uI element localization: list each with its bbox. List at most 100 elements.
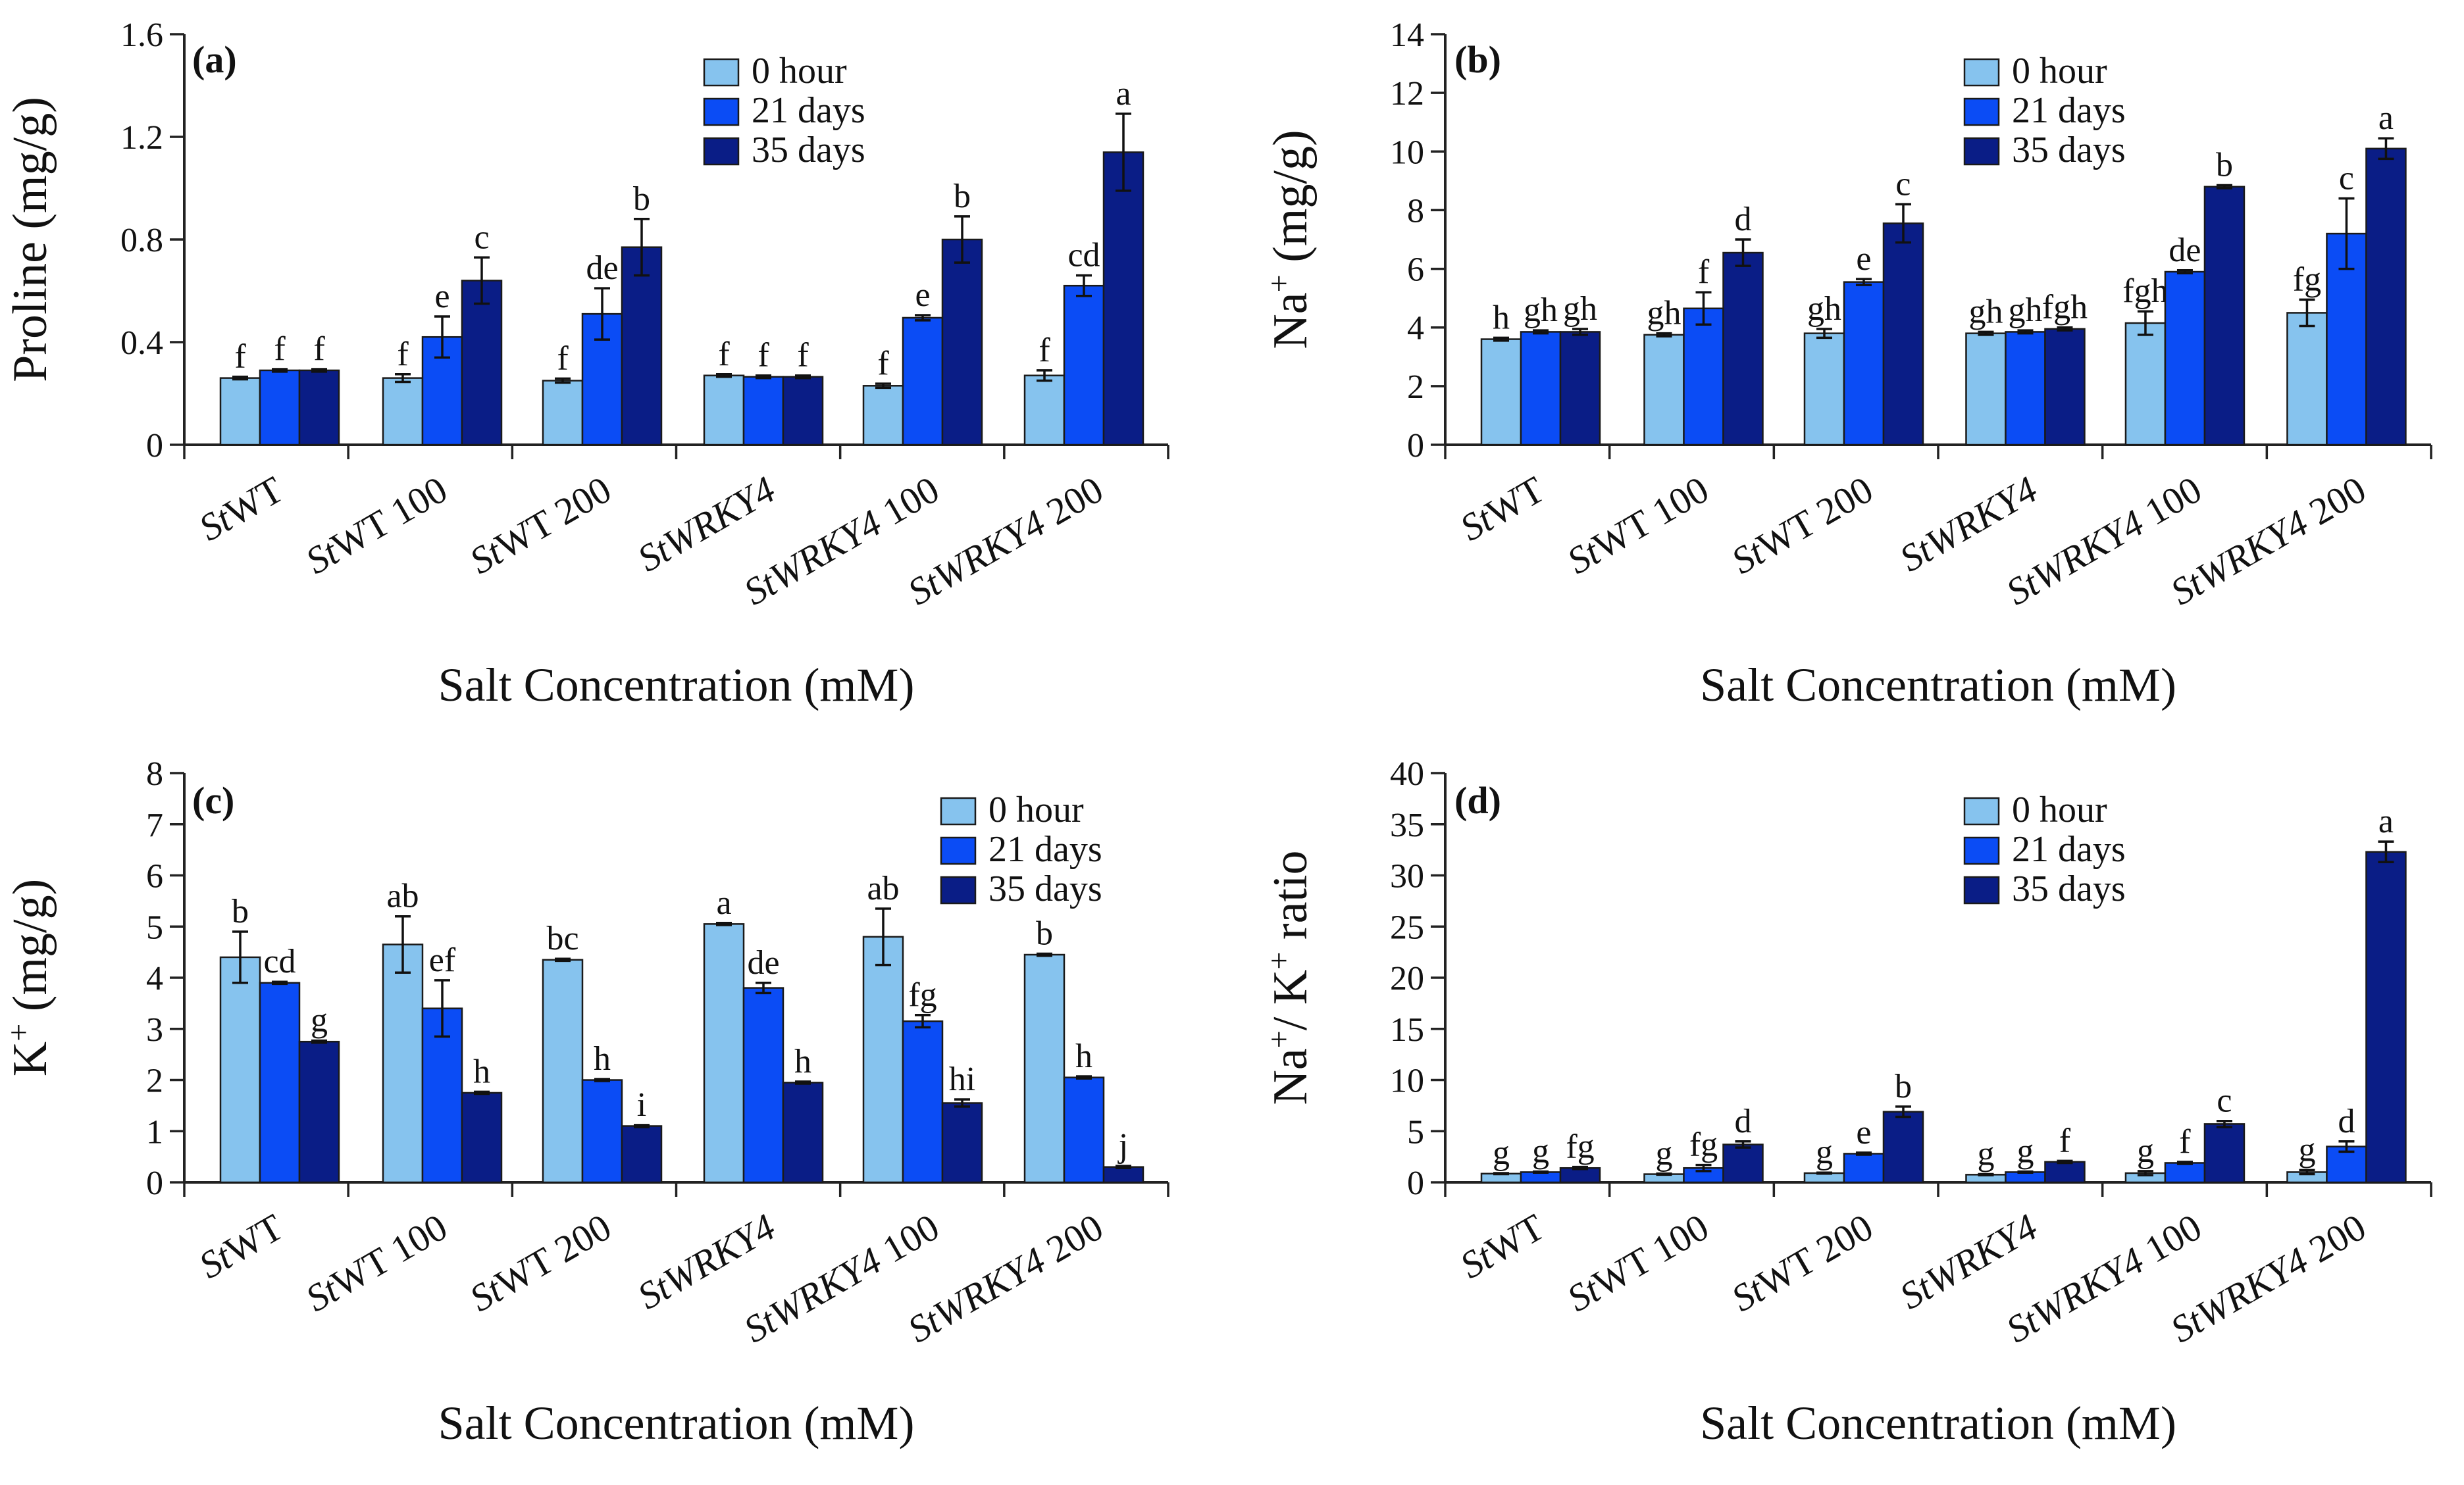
bar bbox=[2164, 1162, 2206, 1184]
significance-label: g bbox=[2137, 1132, 2154, 1170]
significance-label: de bbox=[747, 944, 779, 982]
y-tick-label: 6 bbox=[146, 858, 163, 895]
significance-label: i bbox=[637, 1086, 646, 1124]
significance-label: ab bbox=[386, 878, 419, 915]
legend-label: 0 hour bbox=[752, 51, 847, 91]
legend-swatch bbox=[1963, 797, 2000, 826]
significance-label: ef bbox=[429, 942, 456, 979]
significance-label: b bbox=[2216, 147, 2233, 184]
legend-label: 0 hour bbox=[988, 790, 1084, 830]
bar bbox=[1102, 151, 1144, 446]
bar bbox=[703, 923, 745, 1184]
error-bar bbox=[232, 930, 248, 984]
error-bar bbox=[2017, 1170, 2034, 1174]
error-bar bbox=[311, 368, 327, 373]
significance-label: c bbox=[474, 218, 489, 256]
legend-swatch bbox=[703, 137, 740, 166]
significance-label: h bbox=[473, 1053, 490, 1090]
significance-label: e bbox=[434, 278, 449, 315]
error-bar bbox=[1656, 1172, 1672, 1176]
error-bar bbox=[795, 374, 811, 380]
significance-label: c bbox=[2217, 1082, 2232, 1120]
error-bar bbox=[434, 979, 450, 1038]
significance-label: bc bbox=[546, 920, 578, 957]
significance-label: gh bbox=[1563, 290, 1597, 328]
significance-label: f bbox=[397, 336, 409, 373]
significance-label: g bbox=[2016, 1133, 2034, 1170]
error-bar bbox=[2338, 197, 2355, 270]
bar bbox=[2365, 147, 2407, 446]
significance-label: f bbox=[2059, 1122, 2071, 1159]
y-axis-title: Na+ (mg/g) bbox=[1262, 130, 1318, 349]
y-tick-label: 10 bbox=[1390, 134, 1424, 171]
significance-label: f bbox=[557, 340, 569, 377]
legend-label: 35 days bbox=[2012, 130, 2126, 170]
panel-label: (c) bbox=[192, 779, 234, 822]
error-bar bbox=[2176, 269, 2193, 275]
error-bar bbox=[634, 1124, 650, 1128]
category-label: StWT 100 bbox=[1560, 468, 1716, 582]
bar bbox=[219, 956, 261, 1184]
error-bar bbox=[1076, 1075, 1092, 1080]
bar bbox=[1063, 284, 1105, 446]
significance-label: f bbox=[797, 337, 809, 374]
significance-label: g bbox=[1816, 1134, 1833, 1171]
bar bbox=[1023, 953, 1065, 1184]
bar bbox=[862, 936, 904, 1184]
significance-label: hi bbox=[949, 1061, 975, 1098]
significance-label: g bbox=[311, 1002, 328, 1040]
bar bbox=[2286, 312, 2328, 446]
legend-swatch bbox=[1963, 836, 2000, 865]
y-tick-label: 7 bbox=[146, 807, 163, 844]
bar bbox=[542, 380, 584, 446]
error-bar bbox=[1076, 274, 1092, 297]
y-tick-label: 5 bbox=[1407, 1113, 1424, 1151]
category-label: StWT 200 bbox=[463, 468, 619, 582]
error-bar bbox=[2299, 1169, 2315, 1176]
bar bbox=[1803, 332, 1845, 446]
significance-label: a bbox=[1116, 75, 1131, 113]
significance-label: fgh bbox=[2122, 272, 2168, 310]
y-tick-label: 0 bbox=[146, 427, 163, 465]
category-label: StWT bbox=[1453, 1205, 1552, 1287]
significance-label: h bbox=[1075, 1038, 1092, 1075]
bar bbox=[2124, 322, 2167, 446]
y-tick-label: 0 bbox=[1407, 427, 1424, 465]
bar bbox=[259, 369, 301, 446]
error-bar bbox=[434, 315, 450, 359]
bar bbox=[703, 374, 745, 446]
bar bbox=[1643, 334, 1685, 446]
bar bbox=[1102, 1166, 1144, 1184]
significance-label: gh bbox=[1647, 295, 1681, 332]
error-bar bbox=[1735, 1140, 1751, 1149]
significance-label: b bbox=[1036, 915, 1053, 952]
panel-label: (a) bbox=[192, 38, 237, 81]
significance-label: cd bbox=[1067, 237, 1100, 274]
legend-swatch bbox=[940, 836, 977, 865]
legend-swatch bbox=[1963, 58, 2000, 87]
significance-label: g bbox=[1532, 1133, 1549, 1170]
category-label: StWT 100 bbox=[299, 468, 455, 582]
significance-label: a bbox=[716, 884, 731, 922]
legend-swatch bbox=[940, 876, 977, 905]
error-bar bbox=[1695, 1163, 1712, 1172]
error-bar bbox=[2137, 310, 2153, 336]
y-axis-title: Proline (mg/g) bbox=[3, 97, 57, 382]
y-axis-title: Na+/ K+ ratio bbox=[1262, 850, 1318, 1105]
significance-label: e bbox=[915, 276, 930, 314]
legend-label: 21 days bbox=[2012, 90, 2126, 131]
significance-label: c bbox=[1895, 166, 1911, 203]
error-bar bbox=[1978, 330, 1994, 336]
error-bar bbox=[875, 907, 891, 967]
significance-label: f bbox=[1039, 332, 1050, 369]
significance-label: g bbox=[1977, 1136, 1994, 1173]
significance-label: ab bbox=[867, 870, 899, 907]
error-bar bbox=[2017, 329, 2034, 335]
error-bar bbox=[1895, 203, 1911, 244]
y-tick-label: 0 bbox=[1407, 1165, 1424, 1202]
legend-swatch bbox=[940, 797, 977, 826]
error-bar bbox=[2299, 298, 2315, 328]
